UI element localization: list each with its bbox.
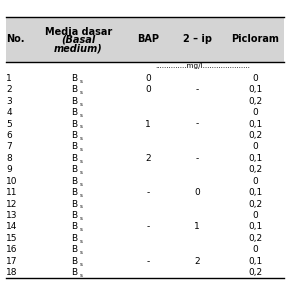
Text: s: s <box>79 147 82 152</box>
Text: 0: 0 <box>252 142 258 152</box>
Bar <box>6 17 284 62</box>
Text: 0: 0 <box>252 177 258 186</box>
Text: B: B <box>71 74 77 83</box>
Text: s: s <box>79 79 82 84</box>
Text: s: s <box>79 136 82 141</box>
Text: 3: 3 <box>6 97 12 106</box>
Text: 0,1: 0,1 <box>248 120 262 129</box>
Text: 9: 9 <box>6 165 12 174</box>
Text: 0,2: 0,2 <box>248 165 262 174</box>
Text: 16: 16 <box>6 245 18 254</box>
Text: B: B <box>71 234 77 243</box>
Text: 18: 18 <box>6 268 18 277</box>
Text: 1: 1 <box>6 74 12 83</box>
Text: B: B <box>71 120 77 129</box>
Text: B: B <box>71 177 77 186</box>
Text: 0,2: 0,2 <box>248 268 262 277</box>
Text: -: - <box>146 188 150 197</box>
Text: 0,1: 0,1 <box>248 85 262 94</box>
Text: -: - <box>146 257 150 266</box>
Text: 4: 4 <box>6 108 12 117</box>
Text: 2 – ip: 2 – ip <box>183 34 212 44</box>
Text: 0: 0 <box>252 108 258 117</box>
Text: 2: 2 <box>6 85 12 94</box>
Text: 0: 0 <box>145 85 151 94</box>
Text: 0: 0 <box>252 245 258 254</box>
Text: s: s <box>79 250 82 255</box>
Text: 0,2: 0,2 <box>248 199 262 209</box>
Text: 1: 1 <box>194 222 200 231</box>
Text: Picloram: Picloram <box>231 34 279 44</box>
Text: 7: 7 <box>6 142 12 152</box>
Text: s: s <box>79 216 82 221</box>
Text: 1: 1 <box>145 120 151 129</box>
Text: Media dasar: Media dasar <box>45 27 112 37</box>
Text: -: - <box>146 222 150 231</box>
Text: B: B <box>71 257 77 266</box>
Text: B: B <box>71 142 77 152</box>
Text: s: s <box>79 262 82 267</box>
Text: s: s <box>79 227 82 232</box>
Text: 0,2: 0,2 <box>248 234 262 243</box>
Text: 2: 2 <box>194 257 200 266</box>
Text: B: B <box>71 97 77 106</box>
Text: s: s <box>79 90 82 95</box>
Text: -: - <box>195 85 199 94</box>
Text: B: B <box>71 188 77 197</box>
Text: 13: 13 <box>6 211 18 220</box>
Text: s: s <box>79 182 82 187</box>
Text: B: B <box>71 165 77 174</box>
Text: ..............mg/l.....................: ..............mg/l..................... <box>155 63 251 69</box>
Text: B: B <box>71 131 77 140</box>
Text: s: s <box>79 204 82 210</box>
Text: B: B <box>71 85 77 94</box>
Text: 0: 0 <box>252 74 258 83</box>
Text: s: s <box>79 159 82 164</box>
Text: No.: No. <box>6 34 25 44</box>
Text: s: s <box>79 102 82 106</box>
Text: s: s <box>79 239 82 244</box>
Text: B: B <box>71 245 77 254</box>
Text: 8: 8 <box>6 154 12 163</box>
Text: (Basal: (Basal <box>61 34 95 44</box>
Text: 10: 10 <box>6 177 18 186</box>
Text: B: B <box>71 268 77 277</box>
Text: B: B <box>71 154 77 163</box>
Text: 2: 2 <box>145 154 151 163</box>
Text: B: B <box>71 199 77 209</box>
Text: B: B <box>71 211 77 220</box>
Text: B: B <box>71 222 77 231</box>
Text: 0,1: 0,1 <box>248 222 262 231</box>
Text: 0: 0 <box>252 211 258 220</box>
Text: 5: 5 <box>6 120 12 129</box>
Text: s: s <box>79 113 82 118</box>
Text: 0,2: 0,2 <box>248 97 262 106</box>
Text: 0,1: 0,1 <box>248 257 262 266</box>
Text: 12: 12 <box>6 199 18 209</box>
Text: 0,1: 0,1 <box>248 154 262 163</box>
Text: s: s <box>79 170 82 175</box>
Text: s: s <box>79 125 82 129</box>
Text: 0,2: 0,2 <box>248 131 262 140</box>
Text: BAP: BAP <box>137 34 159 44</box>
Text: s: s <box>79 273 82 278</box>
Text: -: - <box>195 154 199 163</box>
Text: 14: 14 <box>6 222 18 231</box>
Text: B: B <box>71 108 77 117</box>
Text: 11: 11 <box>6 188 18 197</box>
Text: 0: 0 <box>145 74 151 83</box>
Text: medium): medium) <box>54 43 103 53</box>
Text: 17: 17 <box>6 257 18 266</box>
Text: 0,1: 0,1 <box>248 188 262 197</box>
Text: 6: 6 <box>6 131 12 140</box>
Text: 0: 0 <box>194 188 200 197</box>
Text: s: s <box>79 193 82 198</box>
Text: 15: 15 <box>6 234 18 243</box>
Text: -: - <box>195 120 199 129</box>
